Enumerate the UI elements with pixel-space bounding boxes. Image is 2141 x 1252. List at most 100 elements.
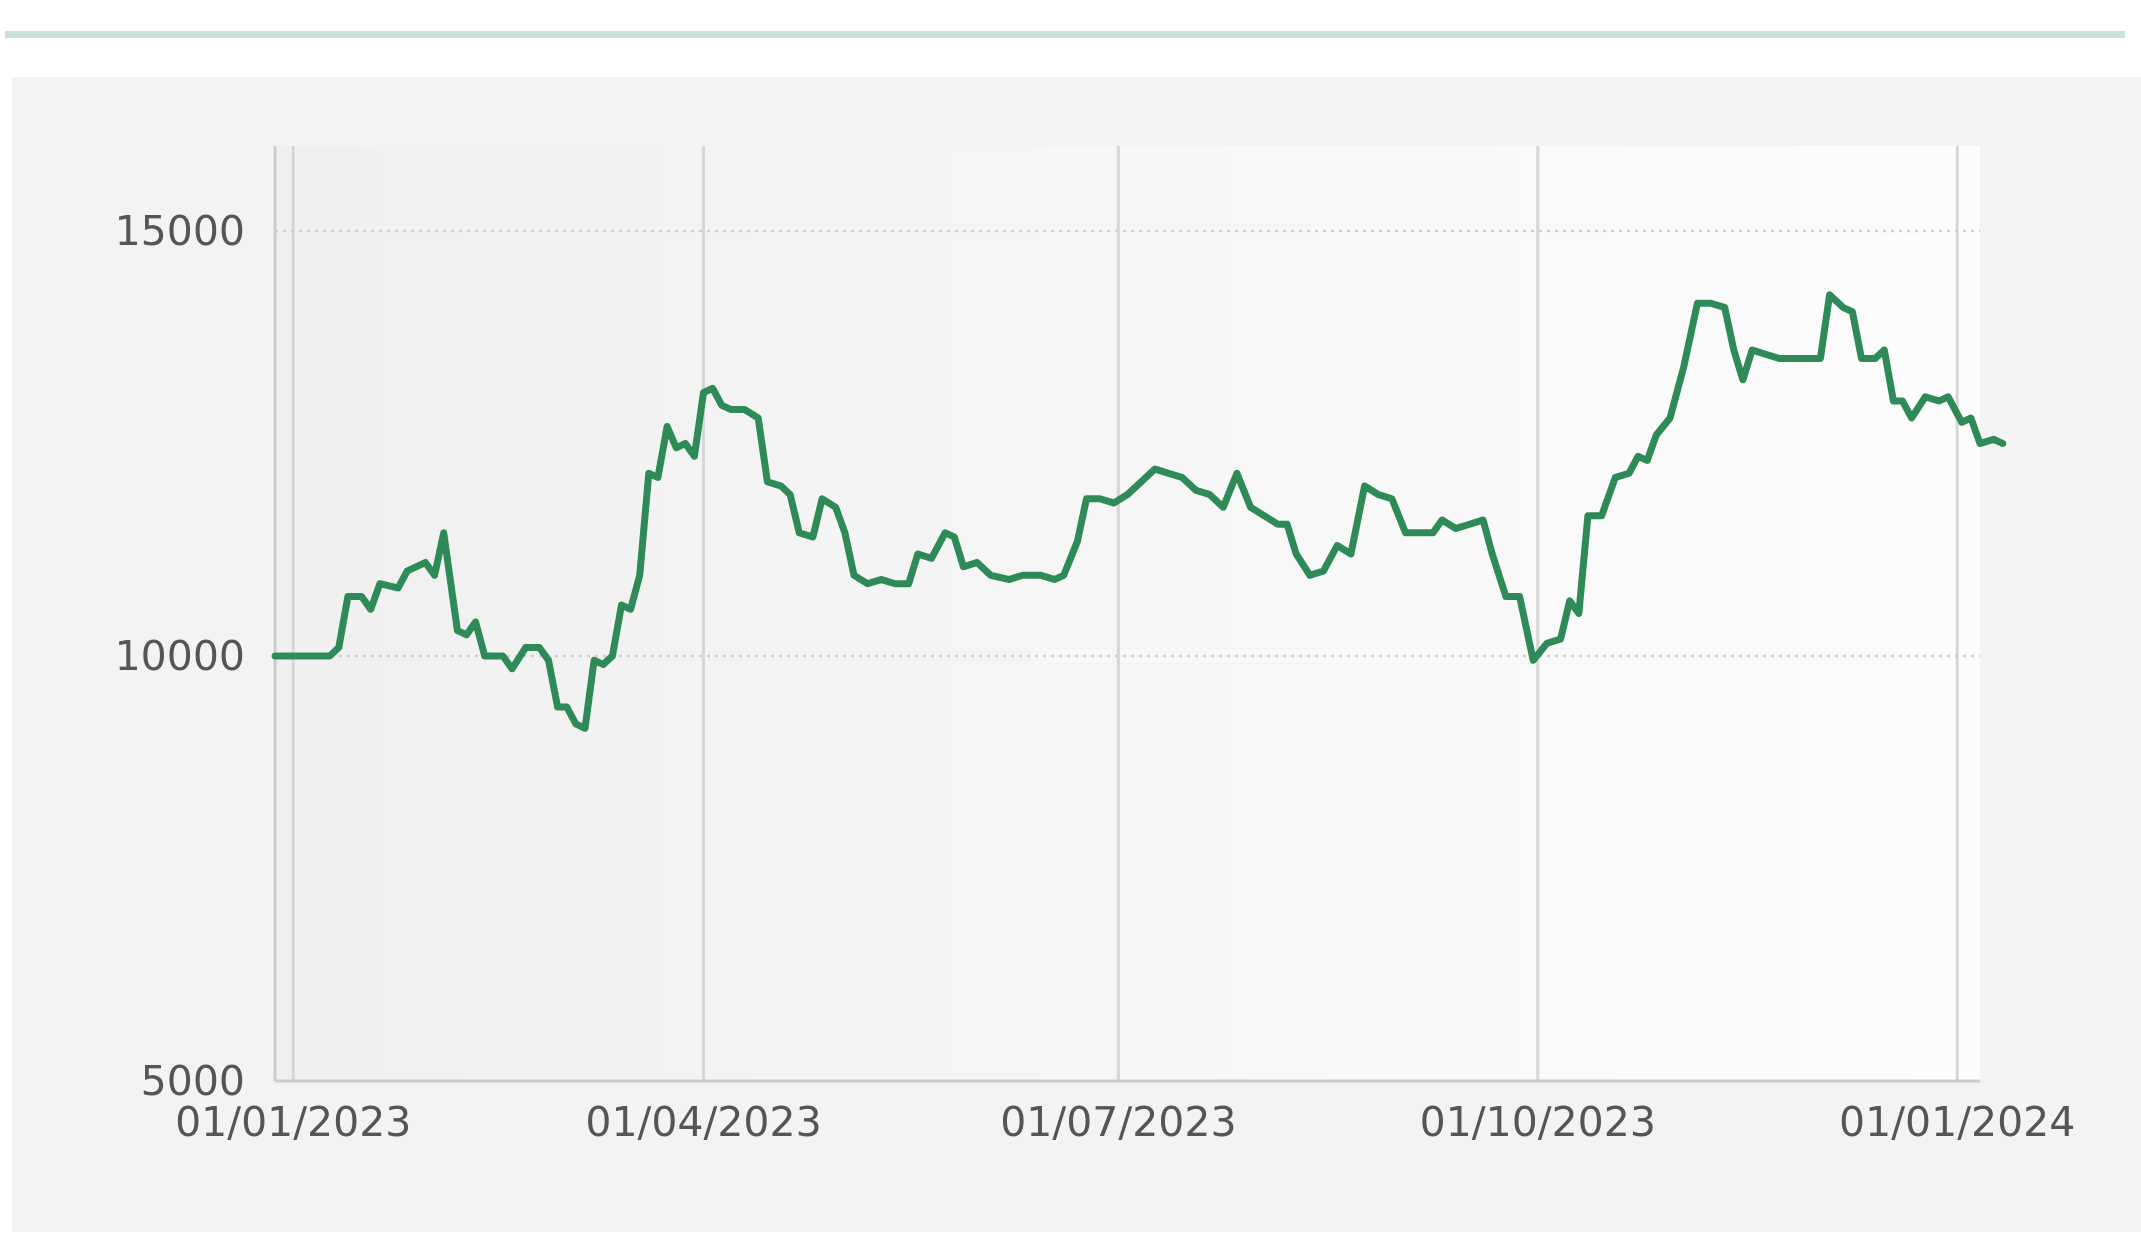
data-point (2002, 443, 2003, 444)
data-point (1993, 439, 1994, 440)
data-point (329, 656, 330, 657)
data-point (370, 609, 371, 610)
data-point (1980, 443, 1981, 444)
data-point (1615, 477, 1616, 478)
data-point (347, 596, 348, 597)
line-chart: 01/01/2023 01/04/2023 01/07/2023 01/10/2023… (115, 146, 2076, 1146)
data-point (407, 571, 408, 572)
data-point (703, 392, 704, 393)
data-point (621, 605, 622, 606)
data-point (881, 579, 882, 580)
data-point (475, 622, 476, 623)
data-point (1970, 418, 1971, 419)
data-point (566, 707, 567, 708)
data-point (1829, 294, 1830, 295)
data-point (685, 443, 686, 444)
data-point (1656, 435, 1657, 436)
data-point (694, 456, 695, 457)
data-point (1629, 473, 1630, 474)
x-tick-label: 01/10/2023 (1420, 1098, 1656, 1146)
data-point (781, 486, 782, 487)
data-point (525, 647, 526, 648)
data-point (1961, 422, 1962, 423)
data-point (1309, 575, 1310, 576)
data-point (603, 664, 604, 665)
data-point (1364, 486, 1365, 487)
x-tick-label: 01/04/2023 (585, 1098, 821, 1146)
y-tick-label: 15000 (115, 207, 245, 255)
data-point (844, 532, 845, 533)
data-point (1578, 613, 1579, 614)
data-point (1378, 494, 1379, 495)
data-point (1405, 532, 1406, 533)
data-point (712, 388, 713, 389)
data-point (854, 575, 855, 576)
data-point (1560, 639, 1561, 640)
data-point (1852, 311, 1853, 312)
top-accent-rule (5, 31, 2125, 38)
data-point (1697, 303, 1698, 304)
data-point (977, 562, 978, 563)
data-point (1793, 358, 1794, 359)
data-point (1779, 358, 1780, 359)
y-tick-label: 5000 (141, 1057, 245, 1105)
data-point (1711, 303, 1712, 304)
data-point (1505, 596, 1506, 597)
data-point (398, 588, 399, 589)
data-point (895, 583, 896, 584)
data-point (1724, 307, 1725, 308)
data-point (1469, 524, 1470, 525)
y-tick-label: 10000 (115, 632, 245, 680)
data-point (443, 532, 444, 533)
data-point (835, 507, 836, 508)
data-point (338, 647, 339, 648)
data-point (1040, 575, 1041, 576)
data-point (1587, 515, 1588, 516)
data-point (548, 660, 549, 661)
data-point (945, 532, 946, 533)
tick-labels: 01/01/2023 01/04/2023 01/07/2023 01/10/2023… (115, 207, 2076, 1146)
data-point (1168, 473, 1169, 474)
x-tick-label: 01/01/2024 (1839, 1098, 2075, 1146)
data-point (1077, 541, 1078, 542)
data-point (434, 575, 435, 576)
data-point (1742, 379, 1743, 380)
data-point (1250, 507, 1251, 508)
data-point (1391, 498, 1392, 499)
x-tick-label: 01/07/2023 (1000, 1098, 1236, 1146)
data-point (1601, 515, 1602, 516)
data-point (1939, 401, 1940, 402)
data-point (822, 498, 823, 499)
data-point (1893, 401, 1894, 402)
data-point (1113, 503, 1114, 504)
data-point (1752, 350, 1753, 351)
data-point (1296, 554, 1297, 555)
data-point (931, 558, 932, 559)
x-tick-label: 01/01/2023 (175, 1098, 411, 1146)
data-point (1519, 596, 1520, 597)
data-point (457, 630, 458, 631)
data-point (1236, 473, 1237, 474)
data-point (1483, 520, 1484, 521)
data-point (575, 724, 576, 725)
data-point (1647, 460, 1648, 461)
data-point (557, 707, 558, 708)
data-point (1419, 532, 1420, 533)
data-point (1638, 456, 1639, 457)
plot-area (275, 146, 1980, 1081)
data-point (1350, 554, 1351, 555)
data-point (502, 656, 503, 657)
data-point (867, 583, 868, 584)
data-point (1009, 579, 1010, 580)
data-point (1884, 350, 1885, 351)
data-point (1569, 600, 1570, 601)
chart-panel: 01/01/2023 01/04/2023 01/07/2023 01/10/2023… (12, 77, 2141, 1232)
data-point (1022, 575, 1023, 576)
data-point (1911, 418, 1912, 419)
data-point (512, 668, 513, 669)
data-point (1820, 358, 1821, 359)
data-point (790, 494, 791, 495)
data-point (1765, 354, 1766, 355)
data-point (275, 656, 276, 657)
data-point (379, 583, 380, 584)
